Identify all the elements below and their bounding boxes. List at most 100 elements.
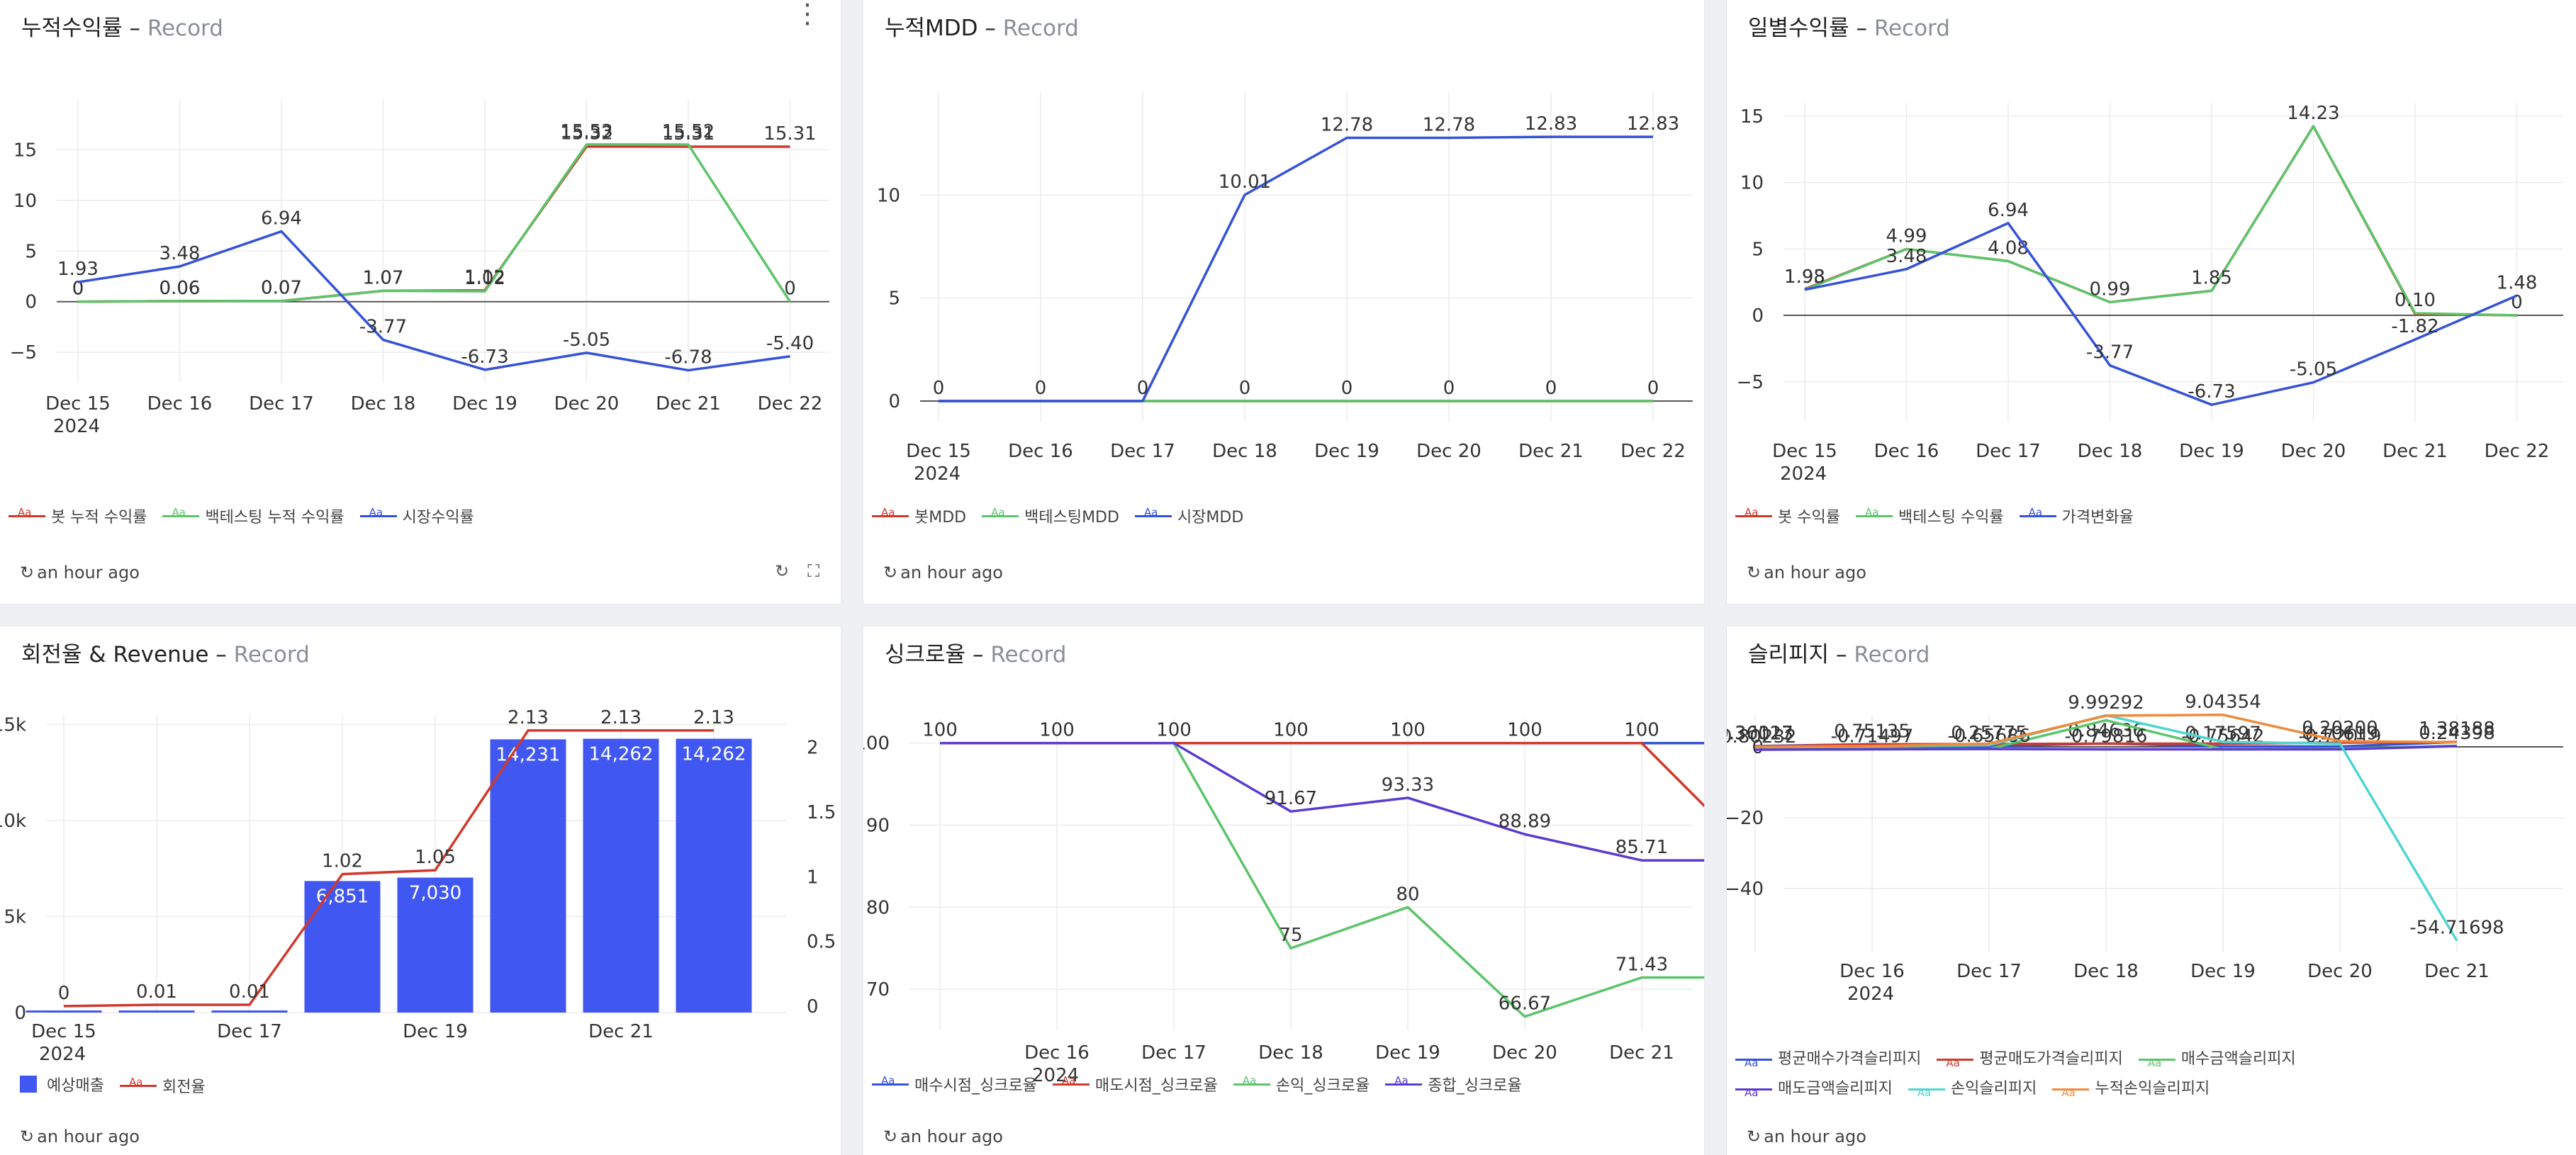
bar-data-label: 14,262 xyxy=(589,744,654,765)
legend-swatch: Aa xyxy=(1855,506,1893,523)
refresh-icon: ↻ xyxy=(883,1127,898,1146)
legend-item[interactable]: Aa 시장수익률 xyxy=(359,505,474,527)
point-data-label: 15.31 xyxy=(662,123,715,145)
legend: Aa 봇 수익률 Aa 백테스팅 수익률 Aa 가격변화율 xyxy=(1735,505,2149,527)
point-data-label: 0.10 xyxy=(2395,290,2436,311)
point-data-label: 0 xyxy=(1137,378,1149,399)
y-tick-label: 10k xyxy=(0,811,26,832)
y-tick-label: 5k xyxy=(4,907,26,928)
point-data-label: 100 xyxy=(1273,720,1309,741)
legend-item[interactable]: Aa 종합_싱크로율 xyxy=(1385,1073,1522,1095)
point-data-label: -3.77 xyxy=(2086,342,2134,364)
bar xyxy=(304,881,381,1013)
x-tick-label: Dec 17 xyxy=(249,393,314,415)
legend-item[interactable]: Aa 백테스팅 누적 수익률 xyxy=(162,505,345,527)
point-data-label: 10.01 xyxy=(1219,171,1271,193)
point-data-label: 0 xyxy=(784,278,796,300)
panel-title: 일별수익률 – Record xyxy=(1748,16,1950,41)
fullscreen-icon[interactable]: ⛶ xyxy=(807,561,819,581)
bar-data-label: 7,030 xyxy=(409,883,461,904)
x-tick-label: Dec 21 xyxy=(1518,441,1584,462)
legend-swatch xyxy=(20,1076,37,1093)
legend-item[interactable]: Aa 백테스팅 수익률 xyxy=(1855,505,2004,527)
point-data-label: -6.78 xyxy=(664,347,712,368)
last-updated: ↻ an hour ago xyxy=(20,1127,140,1146)
point-data-label: 12.83 xyxy=(1627,113,1679,135)
legend-label: 평균매도가격슬리피지 xyxy=(1979,1050,2123,1068)
x-tick-label: Dec 19 xyxy=(452,393,517,415)
panel-title: 회전율 & Revenue – Record xyxy=(21,642,310,667)
point-data-label: 0 xyxy=(933,378,945,399)
point-data-label: 1.93 xyxy=(57,259,99,280)
legend-item[interactable]: Aa 회전율 xyxy=(119,1074,206,1097)
legend-item[interactable]: Aa 평균매도가격슬리피지 xyxy=(1937,1046,2123,1073)
legend-item[interactable]: 예상매출 xyxy=(9,1073,104,1095)
legend-item[interactable]: Aa 시장MDD xyxy=(1134,505,1243,527)
point-data-label: 0 xyxy=(72,278,84,300)
x-tick-label: Dec 19 xyxy=(1314,441,1379,462)
series-line xyxy=(63,729,714,1008)
legend-item[interactable]: Aa 매수금액슬리피지 xyxy=(2138,1046,2296,1073)
refresh-button-icon[interactable]: ↻ xyxy=(775,561,790,581)
legend-item[interactable]: Aa 가격변화율 xyxy=(2019,505,2134,527)
legend-item[interactable]: Aa 누적손익슬리피지 xyxy=(2052,1076,2210,1103)
point-data-label: 0.36117 xyxy=(1727,723,1793,744)
point-data-label: 4.08 xyxy=(1988,238,2029,259)
bar xyxy=(676,738,752,1013)
legend-item[interactable]: Aa 매도금액슬리피지 xyxy=(1735,1076,1893,1103)
legend-label: 가격변화율 xyxy=(2061,509,2134,526)
point-data-label: 12.83 xyxy=(1525,113,1577,135)
x-tick-label: Dec 20 xyxy=(2307,961,2373,982)
x-tick-sublabel: 2024 xyxy=(1847,984,1894,1005)
point-data-label: 12.78 xyxy=(1321,115,1373,136)
point-data-label: 2.13 xyxy=(693,707,734,728)
y-tick-label: 5 xyxy=(1752,239,1764,260)
x-tick-label: Dec 22 xyxy=(1620,441,1686,462)
x-tick-label: Dec 20 xyxy=(1492,1042,1557,1064)
legend-swatch: Aa xyxy=(119,1076,157,1093)
x-tick-label: Dec 21 xyxy=(2382,441,2448,462)
legend: 예상매출 Aa 회전율 xyxy=(9,1073,221,1097)
legend-swatch: Aa xyxy=(162,506,200,523)
x-tick-label: Dec 17 xyxy=(1110,441,1175,462)
series-line xyxy=(1804,125,2517,317)
legend-swatch: Aa xyxy=(1134,506,1172,523)
x-tick-label: Dec 20 xyxy=(2281,441,2346,462)
x-tick-label: Dec 18 xyxy=(351,393,416,415)
legend-item[interactable]: Aa 봇 수익률 xyxy=(1735,505,1840,527)
legend-item[interactable]: Aa 손익슬리피지 xyxy=(1908,1076,2037,1103)
point-data-label: -6.73 xyxy=(461,346,508,368)
legend-item[interactable]: Aa 평균매수가격슬리피지 xyxy=(1735,1046,1921,1073)
y-tick-label: 10 xyxy=(877,185,900,206)
legend-item[interactable]: Aa 매수시점_싱크로율 xyxy=(872,1073,1037,1095)
legend-item[interactable]: Aa 봇 누적 수익률 xyxy=(9,505,147,527)
x-tick-label: Dec 21 xyxy=(2424,961,2490,982)
point-data-label: 100 xyxy=(1156,720,1192,741)
legend-item[interactable]: Aa 봇MDD xyxy=(872,505,966,527)
point-data-label: 0.07 xyxy=(261,278,302,299)
point-data-label: 0 xyxy=(2511,292,2523,313)
x-tick-sublabel: 2024 xyxy=(1780,463,1827,485)
last-updated: ↻ an hour ago xyxy=(1747,1127,1866,1146)
refresh-icon: ↻ xyxy=(883,563,898,582)
y-tick-label: −20 xyxy=(1727,808,1764,829)
x-tick-label: Dec 15 xyxy=(31,1021,96,1042)
kebab-menu-icon[interactable]: ⋮ xyxy=(794,0,821,29)
legend-label: 봇MDD xyxy=(914,509,967,526)
panel-title: 누적수익률 – Record xyxy=(21,16,223,41)
refresh-icon: ↻ xyxy=(1747,1127,1762,1146)
x-tick-label: Dec 17 xyxy=(1976,441,2041,462)
x-tick-label: Dec 16 xyxy=(1024,1042,1090,1064)
x-tick-sublabel: 2024 xyxy=(914,463,961,485)
legend-item[interactable]: Aa 매도시점_싱크로율 xyxy=(1052,1073,1218,1095)
point-data-label: 1.07 xyxy=(363,267,404,288)
panel-title: 슬리피지 – Record xyxy=(1748,642,1930,667)
bar xyxy=(211,1010,288,1013)
legend-item[interactable]: Aa 백테스팅MDD xyxy=(982,505,1119,527)
point-data-label: 2.13 xyxy=(508,707,549,728)
point-data-label: 85.71 xyxy=(1615,837,1668,858)
legend-label: 회전율 xyxy=(162,1078,206,1096)
x-tick-label: Dec 19 xyxy=(2179,441,2244,462)
point-data-label: -0.80232 xyxy=(1727,726,1796,748)
legend-item[interactable]: Aa 손익_싱크로율 xyxy=(1233,1073,1370,1095)
